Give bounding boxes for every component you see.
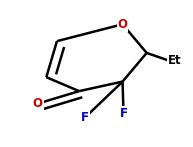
Text: O: O [118, 18, 128, 31]
Text: Et: Et [168, 54, 182, 67]
Text: O: O [33, 97, 43, 110]
Text: F: F [119, 107, 128, 120]
Text: F: F [81, 111, 89, 124]
